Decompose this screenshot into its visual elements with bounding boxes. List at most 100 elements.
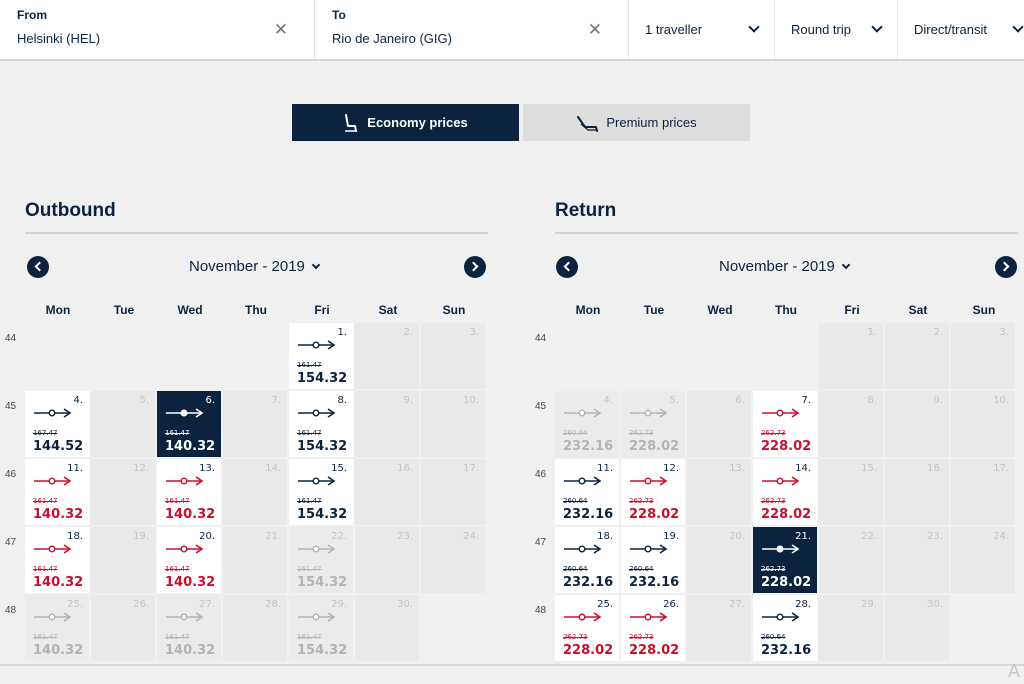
weekday-header: Thu [245, 303, 267, 317]
flight-arrow-icon [630, 476, 668, 486]
calendar-day[interactable]: 6. 161.47 140.32 [157, 391, 221, 457]
price: 154.32 [297, 439, 348, 454]
calendar-day[interactable]: 15. 161.47 154.32 [289, 459, 353, 525]
day-number: 12. [133, 463, 149, 474]
price: 154.32 [297, 371, 348, 386]
weekday-header: Sat [908, 303, 928, 317]
original-price: 260.64 [629, 565, 654, 573]
calendar-day: 29. 161.47 154.32 [289, 595, 353, 661]
calendar-day[interactable]: 4. 167.47 144.52 [25, 391, 89, 457]
flight-arrow-icon [34, 408, 72, 418]
from-value[interactable]: Helsinki (HEL) [17, 31, 101, 46]
day-number: 22. [331, 531, 347, 542]
flight-arrow-icon [166, 408, 204, 418]
flight-arrow-icon [34, 612, 72, 622]
calendar-day[interactable]: 14. 262.73 228.02 [753, 459, 817, 525]
price: 140.32 [33, 507, 84, 522]
calendar-day: 23. [885, 527, 949, 593]
calendar-day[interactable]: 11. 260.64 232.16 [555, 459, 619, 525]
original-price: 161.47 [33, 497, 58, 505]
day-number: 24. [993, 531, 1009, 542]
week-number: 47 [535, 537, 547, 548]
clear-from-icon[interactable]: ✕ [273, 20, 288, 39]
route-type-dropdown[interactable]: Direct/transit [898, 0, 1024, 59]
calendar-day: 30. [885, 595, 949, 661]
calendar-day[interactable]: 7. 262.73 228.02 [753, 391, 817, 457]
outbound-month-select[interactable]: November - 2019 [189, 258, 321, 275]
day-number: 30. [927, 599, 943, 610]
calendar-day: 15. [819, 459, 883, 525]
calendar-day[interactable]: 11. 161.47 140.32 [25, 459, 89, 525]
trip-type-dropdown[interactable]: Round trip [775, 0, 898, 59]
price: 228.02 [563, 643, 614, 658]
calendar-day: 13. [687, 459, 751, 525]
price: 232.16 [563, 507, 614, 522]
price: 228.02 [629, 643, 680, 658]
outbound-next-month-icon[interactable] [464, 256, 486, 278]
calendar-day[interactable]: 13. 161.47 140.32 [157, 459, 221, 525]
day-number: 7. [801, 395, 811, 406]
calendar-day[interactable]: 8. 161.47 154.32 [289, 391, 353, 457]
flight-arrow-icon [298, 476, 336, 486]
flight-arrow-icon [298, 544, 336, 554]
day-number: 16. [397, 463, 413, 474]
weekday-header: Sun [442, 303, 466, 317]
calendar-day: 6. [687, 391, 751, 457]
price: 232.16 [629, 575, 680, 590]
clear-to-icon[interactable]: ✕ [587, 20, 602, 39]
outbound-title: Outbound [25, 200, 116, 221]
flight-arrow-icon [166, 544, 204, 554]
day-number: 27. [729, 599, 745, 610]
price: 140.32 [33, 643, 84, 658]
calendar-day: 21. [223, 527, 287, 593]
original-price: 161.47 [165, 565, 190, 573]
flight-arrow-icon [564, 612, 602, 622]
calendar-day[interactable]: 21. 262.73 228.02 [753, 527, 817, 593]
flight-arrow-icon [762, 544, 800, 554]
economy-prices-label: Economy prices [367, 115, 468, 130]
day-number: 9. [933, 395, 943, 406]
week-number: 46 [535, 469, 547, 480]
week-number: 44 [5, 333, 17, 344]
calendar-day: 1. [819, 323, 883, 389]
calendar-day: 16. [355, 459, 419, 525]
travellers-dropdown[interactable]: 1 traveller [629, 0, 775, 59]
weekday-header: Tue [113, 303, 135, 317]
calendar-day[interactable]: 20. 161.47 140.32 [157, 527, 221, 593]
price: 140.32 [165, 439, 216, 454]
from-field[interactable]: From Helsinki (HEL) ✕ [0, 0, 315, 59]
price: 154.32 [297, 507, 348, 522]
calendar-day[interactable]: 12. 262.73 228.02 [621, 459, 685, 525]
original-price: 262.73 [629, 497, 654, 505]
to-label: To [332, 8, 346, 22]
chevron-down-icon [1012, 21, 1024, 33]
calendar-day[interactable]: 1. 161.47 154.32 [289, 323, 353, 389]
day-number: 14. [265, 463, 281, 474]
return-next-month-icon[interactable] [995, 256, 1017, 278]
return-month-select[interactable]: November - 2019 [719, 258, 851, 275]
to-field[interactable]: To Rio de Janeiro (GIG) ✕ [315, 0, 629, 59]
week-number: 45 [535, 401, 547, 412]
calendar-day[interactable]: 26. 262.73 228.02 [621, 595, 685, 661]
calendar-day[interactable]: 18. 161.47 140.32 [25, 527, 89, 593]
price: 228.02 [761, 575, 812, 590]
to-value[interactable]: Rio de Janeiro (GIG) [332, 31, 452, 46]
original-price: 262.73 [629, 429, 654, 437]
economy-prices-button[interactable]: Economy prices [292, 104, 519, 141]
day-number: 30. [397, 599, 413, 610]
chevron-down-icon [871, 21, 883, 33]
original-price: 161.47 [165, 429, 190, 437]
calendar-day: 22. 161.47 154.32 [289, 527, 353, 593]
return-prev-month-icon[interactable] [556, 256, 578, 278]
premium-prices-button[interactable]: Premium prices [523, 104, 750, 141]
price: 228.02 [629, 439, 680, 454]
calendar-day[interactable]: 19. 260.64 232.16 [621, 527, 685, 593]
corner-glyph: A [1007, 661, 1020, 681]
calendar-day[interactable]: 18. 260.64 232.16 [555, 527, 619, 593]
calendar-day: 2. [885, 323, 949, 389]
outbound-divider [25, 232, 488, 234]
calendar-day[interactable]: 28. 260.64 232.16 [753, 595, 817, 661]
outbound-prev-month-icon[interactable] [27, 256, 49, 278]
calendar-day[interactable]: 25. 262.73 228.02 [555, 595, 619, 661]
return-month-label: November - 2019 [719, 258, 835, 275]
